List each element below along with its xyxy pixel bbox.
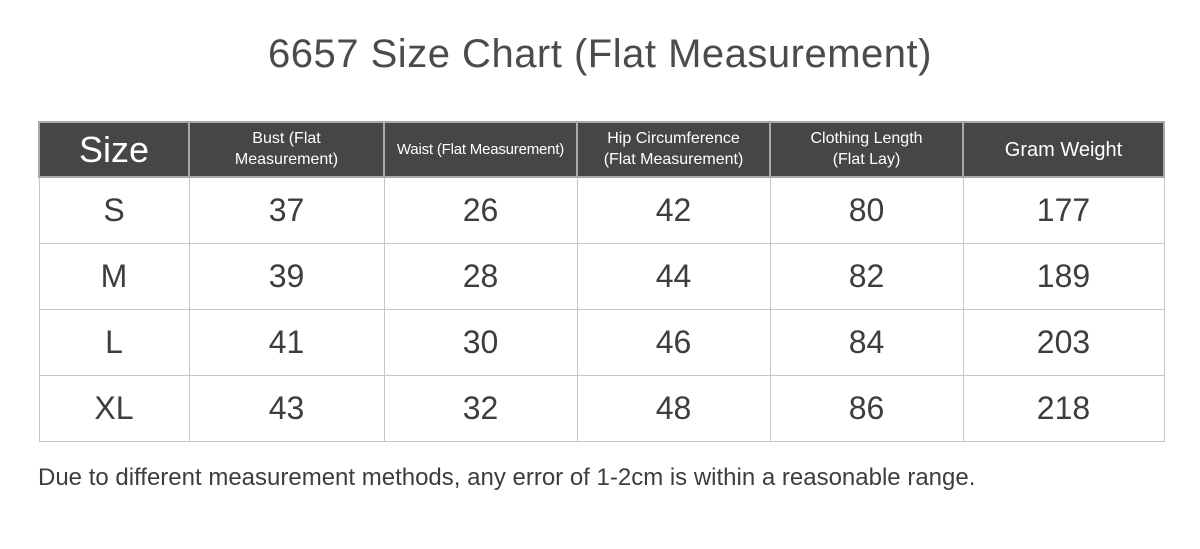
cell-length: 82 xyxy=(769,242,964,310)
cell-weight: 189 xyxy=(962,242,1165,310)
header-label: Measurement) xyxy=(234,150,339,168)
header-label: Size xyxy=(78,128,150,170)
cell-bust: 39 xyxy=(188,242,385,310)
size-table: Size Bust (Flat Measurement) Waist (Flat… xyxy=(38,121,1165,442)
cell-weight: 203 xyxy=(962,308,1165,376)
header-label: Gram Weight xyxy=(1004,138,1123,161)
header-row: Size Bust (Flat Measurement) Waist (Flat… xyxy=(38,121,1165,178)
header-label: Clothing Length xyxy=(810,129,923,147)
cell-length: 84 xyxy=(769,308,964,376)
cell-size-label: M xyxy=(38,242,190,310)
cell-size-label: XL xyxy=(38,374,190,442)
cell-hip: 46 xyxy=(576,308,771,376)
cell-waist: 32 xyxy=(383,374,578,442)
header-cell-length: Clothing Length (Flat Lay) xyxy=(769,121,964,178)
cell-hip: 42 xyxy=(576,176,771,244)
table-row: M 39 28 44 82 189 xyxy=(38,242,1165,310)
cell-bust: 43 xyxy=(188,374,385,442)
table-row: XL 43 32 48 86 218 xyxy=(38,374,1165,442)
cell-size-label: S xyxy=(38,176,190,244)
header-cell-size: Size xyxy=(38,121,190,178)
footnote: Due to different measurement methods, an… xyxy=(38,463,976,491)
cell-hip: 44 xyxy=(576,242,771,310)
cell-bust: 37 xyxy=(188,176,385,244)
header-label: (Flat Lay) xyxy=(832,150,901,168)
table-row: S 37 26 42 80 177 xyxy=(38,176,1165,244)
cell-length: 86 xyxy=(769,374,964,442)
header-cell-weight: Gram Weight xyxy=(962,121,1165,178)
cell-weight: 177 xyxy=(962,176,1165,244)
cell-bust: 41 xyxy=(188,308,385,376)
header-label: Hip Circumference xyxy=(607,129,740,147)
cell-hip: 48 xyxy=(576,374,771,442)
header-cell-bust: Bust (Flat Measurement) xyxy=(188,121,385,178)
header-cell-waist: Waist (Flat Measurement) xyxy=(383,121,578,178)
cell-waist: 30 xyxy=(383,308,578,376)
cell-weight: 218 xyxy=(962,374,1165,442)
table-row: L 41 30 46 84 203 xyxy=(38,308,1165,376)
size-chart-page: 6657 Size Chart (Flat Measurement) Size … xyxy=(0,30,1200,549)
page-title: 6657 Size Chart (Flat Measurement) xyxy=(268,32,932,76)
cell-waist: 26 xyxy=(383,176,578,244)
header-label: Bust (Flat xyxy=(252,129,321,147)
cell-waist: 28 xyxy=(383,242,578,310)
header-label: Waist (Flat Measurement) xyxy=(396,140,565,158)
cell-length: 80 xyxy=(769,176,964,244)
header-label: (Flat Measurement) xyxy=(603,150,744,168)
header-cell-hip: Hip Circumference (Flat Measurement) xyxy=(576,121,771,178)
cell-size-label: L xyxy=(38,308,190,376)
